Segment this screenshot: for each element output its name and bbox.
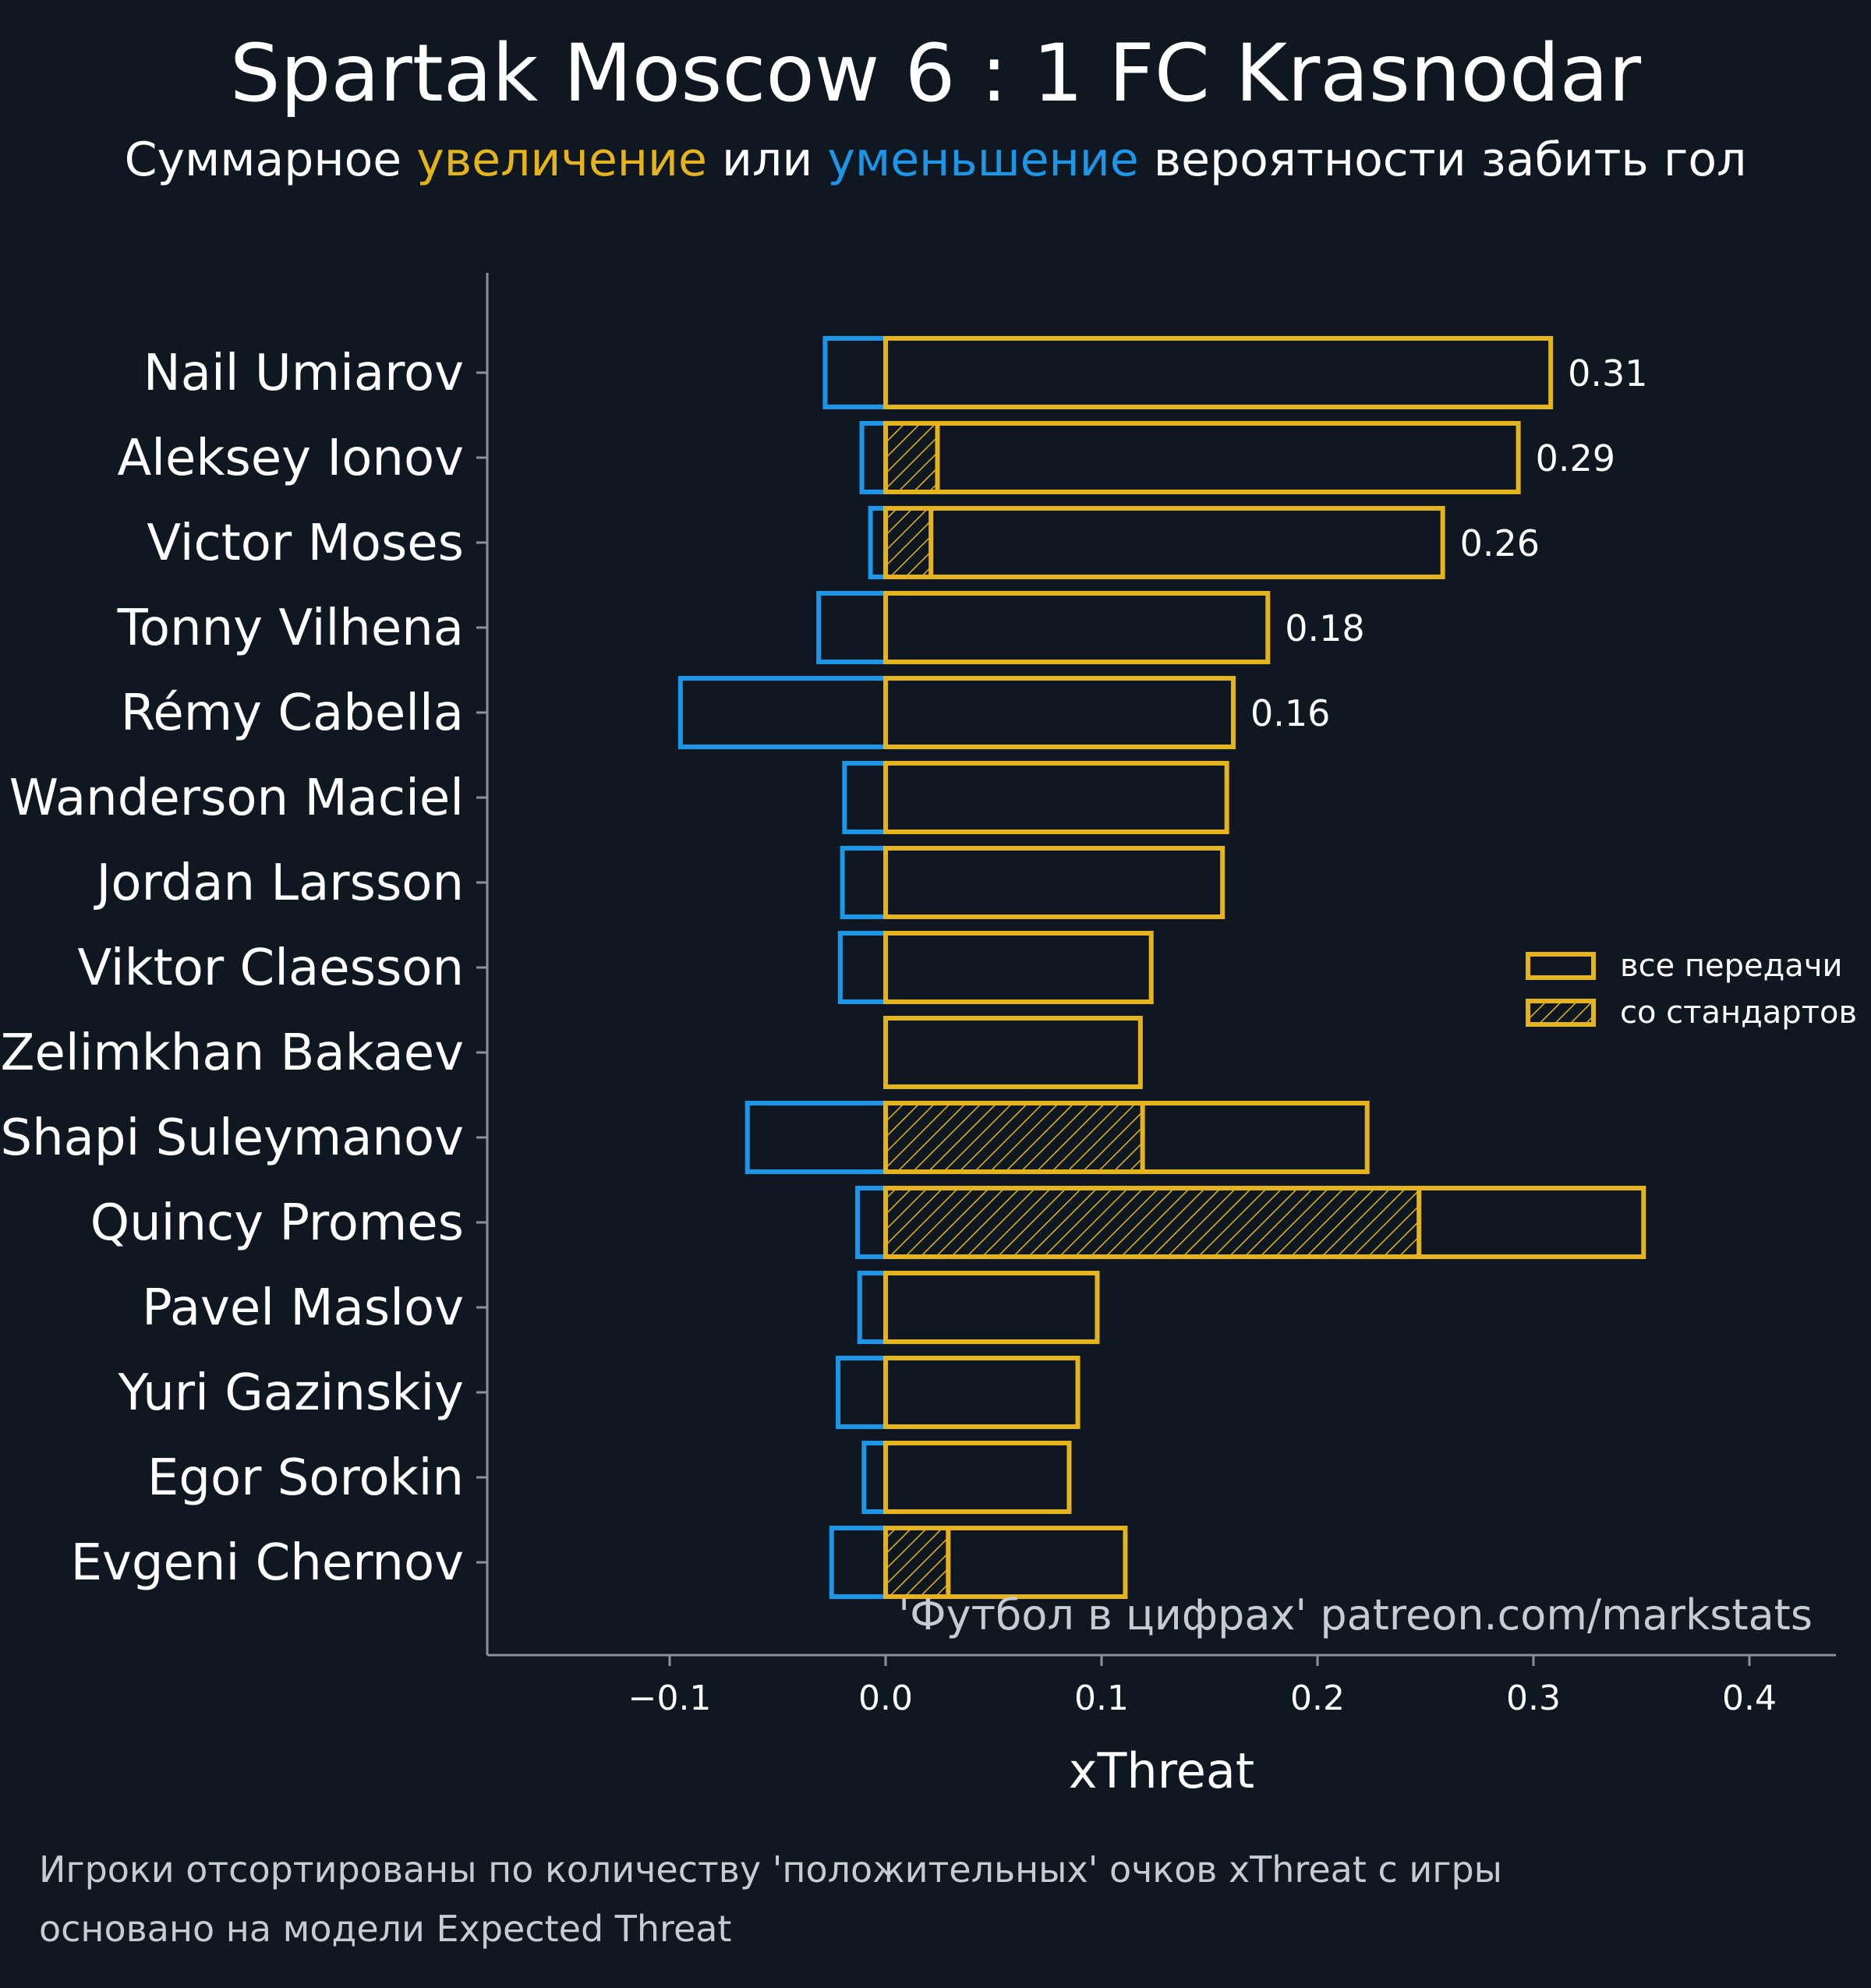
- subtitle-part-1: Суммарное: [124, 133, 417, 187]
- positive-bar: [883, 1271, 1100, 1344]
- positive-bar: [883, 1186, 1646, 1259]
- negative-bar: [829, 1526, 888, 1599]
- positive-bar: [883, 1441, 1072, 1514]
- positive-bar: [883, 591, 1271, 664]
- player-label: Tonny Vilhena: [117, 600, 464, 657]
- positive-bar: [883, 506, 1445, 579]
- player-label: Zelimkhan Bakaev: [1, 1024, 464, 1082]
- negative-bar: [857, 1271, 889, 1344]
- positive-bar: [883, 931, 1154, 1004]
- legend-swatch-set-pieces: [1526, 999, 1596, 1027]
- subtitle-part-3: или: [706, 133, 828, 187]
- x-tick-label: 0.2: [1290, 1678, 1345, 1718]
- set-piece-bar: [883, 506, 934, 579]
- subtitle-increase: увеличение: [416, 133, 707, 187]
- set-piece-bar: [883, 421, 940, 494]
- x-tick-label: −0.1: [628, 1678, 712, 1718]
- positive-bar: [883, 421, 1521, 494]
- positive-bar: [883, 1356, 1081, 1429]
- x-axis-label: xThreat: [1069, 1742, 1254, 1799]
- positive-bar: [883, 1526, 1128, 1599]
- value-label: 0.16: [1250, 692, 1330, 734]
- player-label: Viktor Claesson: [77, 939, 464, 997]
- player-label: Victor Moses: [147, 515, 464, 572]
- subtitle-part-5: вероятности забить гол: [1138, 133, 1747, 187]
- subtitle-decrease: уменьшение: [827, 133, 1139, 187]
- negative-bar: [745, 1101, 888, 1174]
- x-tick-label: 0.3: [1506, 1678, 1561, 1718]
- player-label: Wanderson Maciel: [9, 769, 464, 827]
- negative-bar: [861, 1441, 889, 1514]
- player-label: Jordan Larsson: [93, 854, 464, 912]
- value-label: 0.31: [1568, 352, 1647, 394]
- negative-bar: [859, 421, 889, 494]
- player-label: Yuri Gazinskiy: [117, 1364, 464, 1422]
- negative-bar: [822, 336, 888, 409]
- x-tick-label: 0.1: [1074, 1678, 1129, 1718]
- watermark-text: 'Футбол в цифрах' patreon.com/markstats: [898, 1590, 1813, 1640]
- x-tick-label: 0.4: [1722, 1678, 1777, 1718]
- set-piece-bar: [883, 1526, 951, 1599]
- set-piece-bar: [883, 1101, 1145, 1174]
- legend-label-all-passes: все передачи: [1620, 948, 1842, 984]
- chart-title: Spartak Moscow 6 : 1 FC Krasnodar: [229, 27, 1642, 120]
- player-label: Pavel Maslov: [142, 1279, 464, 1337]
- plot-area: −0.1 0.0 0.1 0.2 0.3 0.4 xThreat Nail Umiarov 0.…: [0, 273, 1857, 1799]
- legend-label-set-pieces: со стандартов: [1620, 995, 1857, 1031]
- player-label: Aleksey Ionov: [117, 430, 464, 487]
- value-label: 0.26: [1460, 522, 1540, 564]
- positive-bar: [883, 676, 1236, 749]
- value-label: 0.18: [1285, 607, 1364, 649]
- positive-bar: [883, 761, 1229, 834]
- value-label: 0.29: [1536, 437, 1615, 479]
- player-label: Rémy Cabella: [121, 684, 464, 742]
- negative-bar: [854, 1186, 888, 1259]
- player-label: Shapi Suleymanov: [0, 1109, 464, 1167]
- set-piece-bar: [883, 1186, 1422, 1259]
- chart-subtitle: Суммарное увеличение или уменьшение веро…: [0, 129, 1871, 191]
- negative-bar: [836, 1356, 889, 1429]
- negative-bar: [816, 591, 889, 664]
- player-label: Quincy Promes: [90, 1194, 464, 1252]
- x-tick-label: 0.0: [858, 1678, 913, 1718]
- positive-bar: [883, 846, 1226, 919]
- negative-bar: [677, 676, 888, 749]
- player-label: Nail Umiarov: [143, 345, 464, 402]
- legend-swatch-all-passes: [1526, 952, 1596, 980]
- positive-bar: [883, 336, 1554, 409]
- positive-bar: [883, 1016, 1143, 1089]
- footnote-line-2: основано на модели Expected Threat: [39, 1908, 732, 1950]
- positive-bar: [883, 1101, 1370, 1174]
- footnote: Игроки отсортированы по количеству 'поло…: [39, 1840, 1502, 1958]
- negative-bar: [837, 931, 888, 1004]
- player-label: Egor Sorokin: [147, 1449, 464, 1507]
- negative-bar: [842, 761, 888, 834]
- player-label: Evgeni Chernov: [71, 1534, 464, 1592]
- footnote-line-1: Игроки отсортированы по количеству 'поло…: [39, 1848, 1502, 1891]
- negative-bar: [840, 846, 888, 919]
